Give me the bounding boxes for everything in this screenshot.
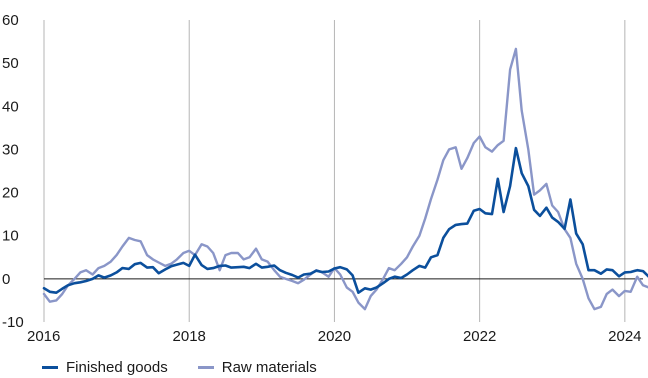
x-tick-label: 2018 <box>173 328 206 345</box>
y-tick-label: 20 <box>2 185 19 202</box>
y-tick-label: 0 <box>2 271 10 288</box>
line-chart: -10 0 10 20 30 40 50 60 2016 2018 2020 2022 2024 <box>2 12 648 345</box>
legend-swatch-finished-goods <box>42 365 58 369</box>
legend-item-raw-materials: Raw materials <box>197 358 317 376</box>
y-tick-label: -10 <box>2 314 24 331</box>
series-line-raw-materials <box>42 47 648 311</box>
series-line-finished-goods <box>42 146 648 294</box>
y-tick-label: 60 <box>2 12 19 29</box>
y-tick-label: 30 <box>2 141 19 158</box>
x-tick-label: 2020 <box>318 328 351 345</box>
x-tick-label: 2022 <box>463 328 496 345</box>
gridlines <box>43 20 626 322</box>
y-tick-label: 40 <box>2 98 19 115</box>
legend-label-raw-materials: Raw materials <box>221 358 317 376</box>
x-tick-label: 2016 <box>27 328 60 345</box>
y-tick-label: 50 <box>2 55 19 72</box>
tick-labels: -10 0 10 20 30 40 50 60 2016 2018 2020 2022 2024 <box>2 12 642 345</box>
legend-item-finished-goods: Finished goods <box>42 359 168 376</box>
series-lines <box>42 47 648 311</box>
legend: Finished goods Raw materials <box>42 356 347 378</box>
legend-swatch-raw-materials <box>197 365 214 369</box>
legend-label-finished-goods: Finished goods <box>66 358 168 376</box>
x-tick-label: 2024 <box>608 328 641 345</box>
y-tick-label: 10 <box>2 228 19 245</box>
